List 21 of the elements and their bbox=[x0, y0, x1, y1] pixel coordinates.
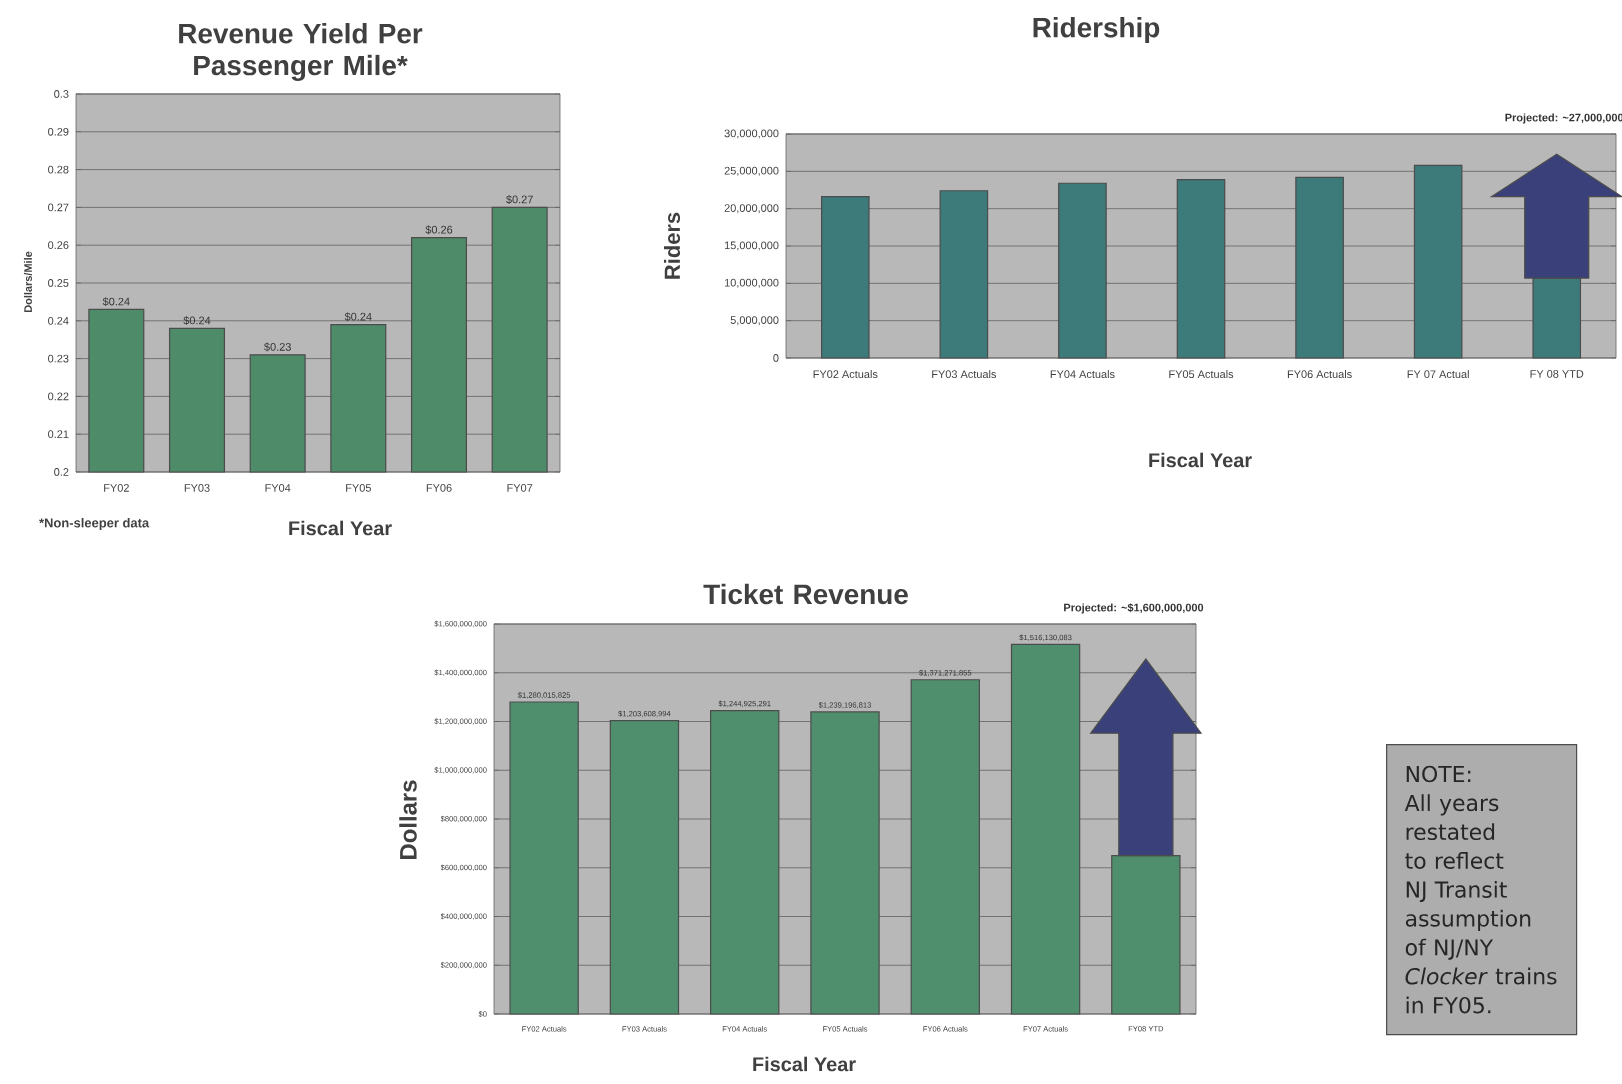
bar bbox=[609, 720, 680, 1015]
bar bbox=[939, 190, 989, 359]
text: NOTE: All years restated to reflect NJ Transit assumption of NJ/NY Clocker trains in FY05. bbox=[1404, 765, 1557, 1014]
x-axis-title: Fiscal Year bbox=[753, 1056, 856, 1072]
y-axis-title: Dollars bbox=[399, 780, 417, 859]
bar bbox=[1413, 164, 1463, 359]
bar bbox=[910, 679, 980, 1015]
bar bbox=[1058, 182, 1107, 359]
bar bbox=[810, 711, 880, 1015]
y-axis-title: Riders bbox=[663, 212, 681, 279]
x-axis-title: Fiscal Year bbox=[1149, 452, 1252, 468]
chart-title: Revenue Yield Per Passenger Mile* bbox=[179, 22, 423, 81]
bar bbox=[1295, 176, 1344, 359]
bar bbox=[1176, 178, 1226, 359]
x-axis-title: Fiscal Year bbox=[289, 520, 392, 536]
bar bbox=[1010, 643, 1081, 1015]
bar bbox=[509, 701, 579, 1015]
bar bbox=[710, 709, 780, 1015]
chart-title: Ridership bbox=[1033, 16, 1160, 43]
chart-title: Ticket Revenue bbox=[703, 583, 908, 605]
bar bbox=[820, 196, 870, 359]
